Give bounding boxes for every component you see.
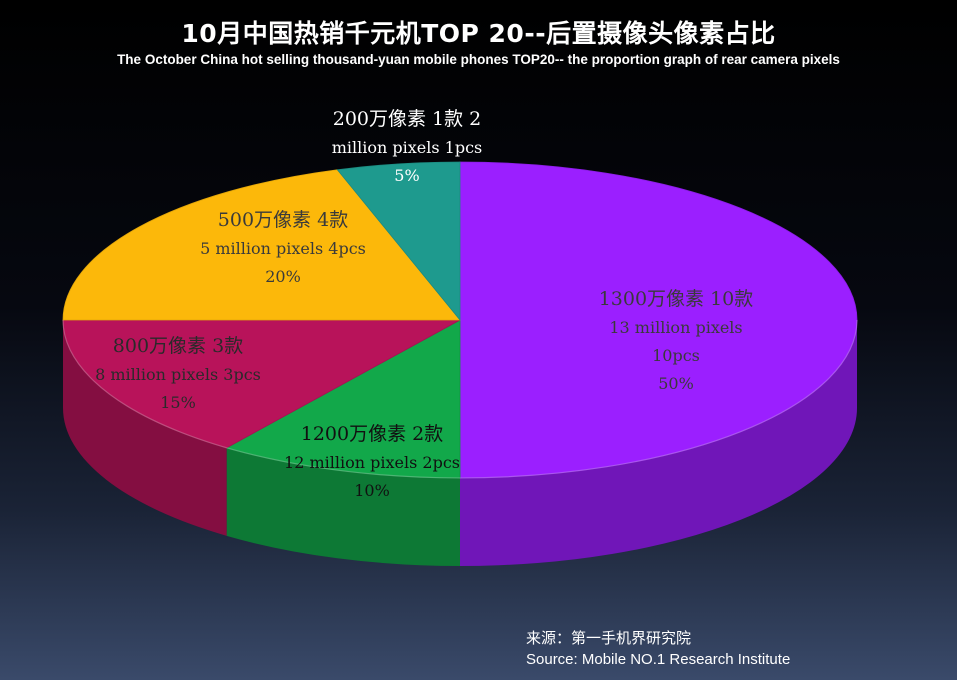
chart-title: 10月中国热销千元机TOP 20--后置摄像头像素占比 [181,19,776,48]
pie-slice-2 [62,319,461,449]
source-cn: 来源：第一手机界研究院 [526,630,692,647]
slice-label-line: 5 million pixels 4pcs [200,239,366,258]
slice-label-line: 20% [265,267,301,286]
slice-label-0: 1300万像素 10款 13 million pixels 10pcs 50% [599,288,754,393]
slice-label-1: 1200万像素 2款 12 million pixels 2pcs 10% [284,423,460,500]
chart-subtitle: The October China hot selling thousand-y… [117,52,840,67]
slice-label-line: 12 million pixels 2pcs [284,453,460,472]
pie-slice-3 [62,169,461,321]
pie-slice-0 [459,161,858,479]
slice-label-line: 200万像素 1款 2 [333,108,482,130]
pie-slice-4 [336,161,461,322]
slice-label-line: 8 million pixels 3pcs [95,365,261,384]
slice-label-line: 800万像素 3款 [113,335,243,357]
slice-label-line: 15% [160,393,196,412]
slice-label-line: 10pcs [652,346,700,365]
slice-label-line: 13 million pixels [609,318,742,337]
slice-label-line: 10% [354,481,390,500]
pie-side-1 [226,447,460,566]
source-en: Source: Mobile NO.1 Research Institute [526,651,791,668]
slice-label-line: 5% [394,166,419,185]
slice-label-4: 200万像素 1款 2 million pixels 1pcs 5% [332,108,483,185]
pie-side-0 [460,320,857,566]
source-note: 来源：第一手机界研究院 Source: Mobile NO.1 Research… [526,628,790,670]
slice-label-line: million pixels 1pcs [332,138,483,157]
slice-label-2: 800万像素 3款 8 million pixels 3pcs 15% [95,335,261,412]
slice-label-line: 1200万像素 2款 [301,423,443,445]
pie-side-2 [63,320,227,536]
slice-label-line: 1300万像素 10款 [599,288,754,310]
slice-label-3: 500万像素 4款 5 million pixels 4pcs 20% [200,209,366,286]
pie-slice-1 [225,319,461,479]
slice-label-line: 500万像素 4款 [218,209,348,231]
pie-rim [62,319,858,479]
slice-label-line: 50% [658,374,694,393]
